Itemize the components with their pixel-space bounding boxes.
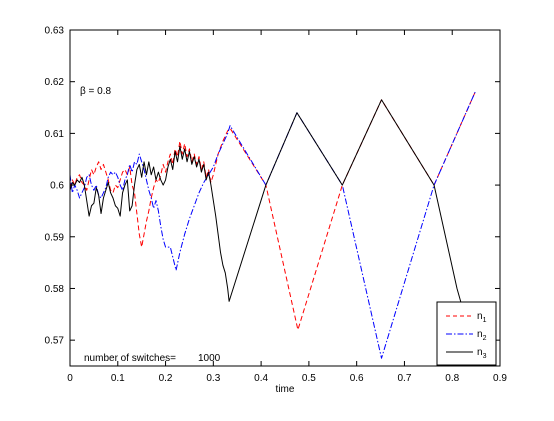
- y-tick-label: 0.63: [45, 26, 65, 37]
- plot-frame: [69, 29, 501, 367]
- y-tick-label: 0.57: [45, 336, 65, 347]
- y-tick-label: 0.59: [45, 232, 65, 243]
- series-layer: [69, 91, 476, 359]
- legend-label-n3: n3: [477, 347, 487, 360]
- beta-annotation: β = 0.8: [80, 86, 112, 97]
- switches-value: 1000: [198, 353, 221, 364]
- legend: n1 n2 n3: [436, 301, 497, 366]
- x-tick-label: 0.3: [206, 373, 220, 384]
- annotation-layer: β = 0.8 number of switches= 1000: [80, 86, 221, 364]
- y-tick-label: 0.61: [45, 129, 65, 140]
- x-tick-label: 0.8: [445, 373, 459, 384]
- x-axis-label: time: [276, 384, 295, 395]
- y-tick-label: 0.58: [45, 284, 65, 295]
- x-tick-label: 0.9: [493, 373, 507, 384]
- series-line-n2: [69, 91, 476, 359]
- x-tick-label: 0.4: [254, 373, 268, 384]
- legend-label-n1: n1: [477, 311, 487, 324]
- ticks-layer: 0 0.1 0.2 0.3 0.4 0.5 0.6 0.7 0.8 0.9 0.57 0.58 0.59…: [45, 26, 508, 385]
- legend-label-n2: n2: [477, 329, 487, 342]
- x-tick-label: 0.6: [350, 373, 364, 384]
- x-tick-label: 0: [67, 373, 73, 384]
- beta-value-text: = 0.8: [86, 86, 112, 97]
- x-tick-label: 0.2: [159, 373, 173, 384]
- series-line-n3: [69, 99, 469, 328]
- switches-label: number of switches=: [84, 353, 176, 364]
- y-tick-label: 0.6: [50, 181, 64, 192]
- x-tick-label: 0.1: [111, 373, 125, 384]
- x-tick-label: 0.5: [302, 373, 316, 384]
- axes-layer: [69, 29, 501, 367]
- beta-symbol: β: [80, 86, 86, 97]
- x-tick-label: 0.7: [397, 373, 411, 384]
- y-tick-label: 0.62: [45, 77, 65, 88]
